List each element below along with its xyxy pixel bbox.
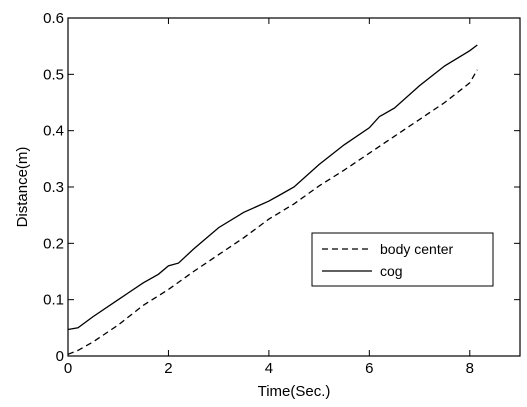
x-tick-label: 6 xyxy=(365,360,373,377)
y-tick-label: 0.6 xyxy=(43,10,64,27)
y-tick-label: 0.3 xyxy=(43,179,64,196)
x-tick-label: 2 xyxy=(164,360,172,377)
y-tick-label: 0.2 xyxy=(43,235,64,252)
legend-label-body-center: body center xyxy=(380,241,453,257)
y-axis-label: Distance(m) xyxy=(14,147,31,228)
x-axis-label: Time(Sec.) xyxy=(258,383,331,400)
y-tick-label: 0.1 xyxy=(43,292,64,309)
y-tick-label: 0 xyxy=(56,348,64,365)
y-tick-label: 0.4 xyxy=(43,123,64,140)
x-tick-label: 0 xyxy=(64,360,72,377)
legend-label-cog: cog xyxy=(380,263,403,279)
x-tick-label: 4 xyxy=(265,360,273,377)
y-tick-label: 0.5 xyxy=(43,66,64,83)
x-tick-label: 8 xyxy=(466,360,474,377)
legend: body center cog xyxy=(312,233,493,286)
